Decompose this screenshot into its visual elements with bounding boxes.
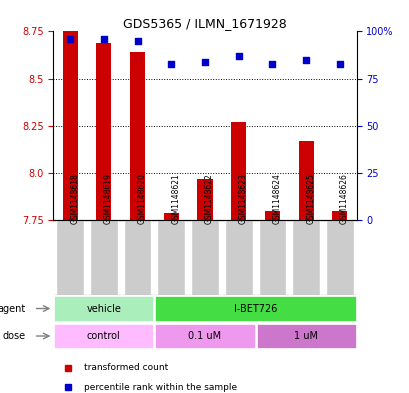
FancyBboxPatch shape <box>191 220 218 295</box>
Text: GSM1148623: GSM1148623 <box>238 173 247 224</box>
FancyBboxPatch shape <box>157 220 184 295</box>
Bar <box>130 52 145 220</box>
Point <box>201 59 208 65</box>
Bar <box>331 211 346 220</box>
Text: transformed count: transformed count <box>83 364 167 372</box>
Bar <box>298 141 313 220</box>
Text: vehicle: vehicle <box>86 303 121 314</box>
Point <box>268 61 275 67</box>
FancyBboxPatch shape <box>124 220 151 295</box>
FancyBboxPatch shape <box>56 220 84 295</box>
Bar <box>163 213 178 220</box>
FancyBboxPatch shape <box>155 296 355 321</box>
Text: 0.1 uM: 0.1 uM <box>188 331 221 341</box>
Text: GSM1148625: GSM1148625 <box>306 173 315 224</box>
FancyBboxPatch shape <box>225 220 252 295</box>
Point <box>100 36 107 42</box>
Text: GSM1148624: GSM1148624 <box>272 173 281 224</box>
Text: GSM1148620: GSM1148620 <box>137 173 146 224</box>
FancyBboxPatch shape <box>292 220 319 295</box>
FancyBboxPatch shape <box>258 220 285 295</box>
FancyBboxPatch shape <box>54 296 153 321</box>
Text: I-BET726: I-BET726 <box>233 303 276 314</box>
FancyBboxPatch shape <box>54 324 153 348</box>
Text: GSM1148618: GSM1148618 <box>70 173 79 224</box>
Text: control: control <box>87 331 120 341</box>
FancyBboxPatch shape <box>256 324 355 348</box>
Bar <box>96 43 111 220</box>
Text: dose: dose <box>3 331 26 341</box>
Text: agent: agent <box>0 303 26 314</box>
FancyBboxPatch shape <box>155 324 254 348</box>
Point <box>134 38 141 44</box>
Title: GDS5365 / ILMN_1671928: GDS5365 / ILMN_1671928 <box>123 17 286 30</box>
FancyBboxPatch shape <box>325 220 353 295</box>
Point <box>336 61 342 67</box>
Bar <box>63 31 78 220</box>
Text: percentile rank within the sample: percentile rank within the sample <box>83 383 236 392</box>
Point <box>168 61 174 67</box>
FancyBboxPatch shape <box>90 220 117 295</box>
Bar <box>264 211 279 220</box>
Text: GSM1148626: GSM1148626 <box>339 173 348 224</box>
Bar <box>197 178 212 220</box>
Text: GSM1148619: GSM1148619 <box>103 173 112 224</box>
Point <box>67 36 73 42</box>
Text: 1 uM: 1 uM <box>293 331 317 341</box>
Point <box>302 57 309 63</box>
Text: GSM1148622: GSM1148622 <box>204 173 213 224</box>
Text: GSM1148621: GSM1148621 <box>171 173 180 224</box>
Point <box>235 53 241 59</box>
Bar <box>231 122 246 220</box>
